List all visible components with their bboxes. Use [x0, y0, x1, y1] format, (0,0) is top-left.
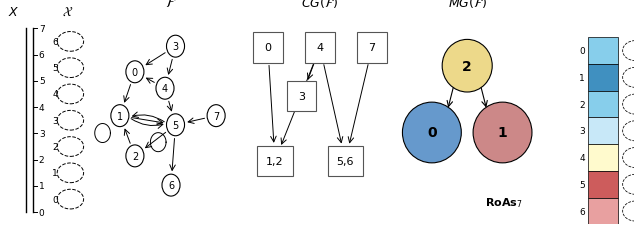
Text: $CG(\mathcal{F})$: $CG(\mathcal{F})$	[301, 0, 339, 10]
Bar	[588, 144, 618, 171]
FancyBboxPatch shape	[253, 33, 283, 63]
Text: 3: 3	[39, 129, 45, 138]
Bar	[588, 118, 618, 144]
Text: 4: 4	[579, 153, 585, 162]
Circle shape	[126, 145, 144, 167]
Text: 2: 2	[52, 142, 58, 151]
Circle shape	[166, 114, 184, 136]
Text: $\mathbf{RoAs}_7$: $\mathbf{RoAs}_7$	[485, 196, 523, 210]
Text: 5: 5	[39, 77, 45, 86]
Bar	[588, 65, 618, 91]
Text: 0: 0	[52, 195, 58, 204]
Text: 4: 4	[52, 90, 58, 99]
Text: $MG(\mathcal{F})$: $MG(\mathcal{F})$	[447, 0, 487, 10]
FancyBboxPatch shape	[357, 33, 387, 63]
Circle shape	[207, 105, 225, 127]
Circle shape	[166, 36, 184, 58]
Bar	[588, 91, 618, 118]
Text: 5: 5	[172, 120, 179, 130]
Text: 6: 6	[39, 51, 45, 60]
Text: 0: 0	[132, 68, 138, 77]
Text: 4: 4	[39, 103, 44, 112]
Text: 2: 2	[39, 155, 44, 164]
FancyBboxPatch shape	[305, 33, 335, 63]
Text: 4: 4	[316, 43, 324, 53]
Text: 0: 0	[264, 43, 271, 53]
Text: $\mathcal{X}$: $\mathcal{X}$	[62, 6, 74, 19]
Text: 0: 0	[427, 126, 436, 140]
Text: 3: 3	[579, 127, 585, 136]
Text: 2: 2	[462, 60, 472, 73]
Text: 3: 3	[298, 92, 305, 102]
Text: 3: 3	[52, 116, 58, 125]
Text: 1: 1	[498, 126, 508, 140]
Text: 2: 2	[579, 100, 585, 109]
Text: 0: 0	[39, 208, 45, 217]
Text: 1: 1	[579, 74, 585, 82]
Circle shape	[111, 105, 129, 127]
Text: 5,6: 5,6	[337, 156, 354, 166]
Text: $X$: $X$	[8, 6, 19, 19]
Text: 6: 6	[52, 38, 58, 47]
Text: 5: 5	[579, 180, 585, 189]
Circle shape	[126, 62, 144, 83]
Bar	[588, 38, 618, 65]
Circle shape	[162, 174, 180, 196]
Text: 5: 5	[52, 64, 58, 73]
Text: 1: 1	[117, 111, 123, 121]
Circle shape	[156, 78, 174, 100]
FancyBboxPatch shape	[287, 82, 317, 112]
Text: 1,2: 1,2	[266, 156, 284, 166]
FancyBboxPatch shape	[328, 146, 363, 176]
Text: 4: 4	[162, 84, 168, 94]
Text: 1: 1	[39, 182, 45, 191]
Bar	[588, 171, 618, 198]
Text: 7: 7	[39, 25, 45, 34]
Text: $\mathcal{F}$: $\mathcal{F}$	[165, 0, 177, 10]
Bar	[588, 224, 618, 229]
FancyBboxPatch shape	[257, 146, 292, 176]
Ellipse shape	[473, 103, 532, 163]
Text: 2: 2	[132, 151, 138, 161]
Text: 0: 0	[579, 47, 585, 56]
Text: 7: 7	[213, 111, 220, 121]
Text: 7: 7	[369, 43, 376, 53]
Text: 1: 1	[52, 169, 58, 177]
Text: 6: 6	[579, 207, 585, 215]
Ellipse shape	[403, 103, 461, 163]
Ellipse shape	[442, 40, 492, 93]
Text: 3: 3	[172, 42, 179, 52]
Bar	[588, 198, 618, 224]
Text: 6: 6	[168, 180, 174, 190]
